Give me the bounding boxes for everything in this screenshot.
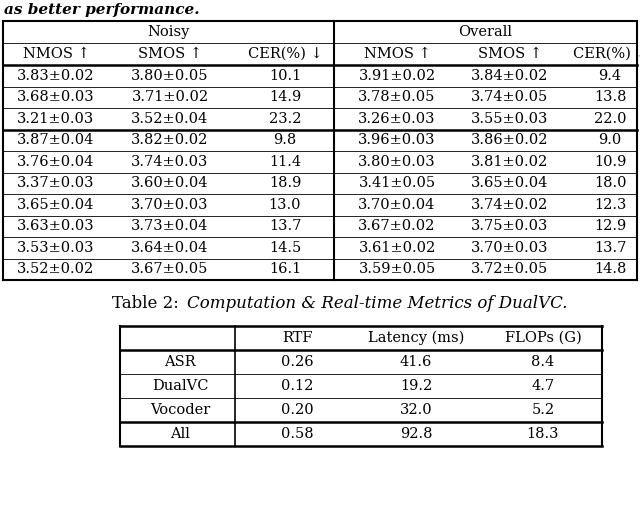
Text: 0.58: 0.58: [281, 427, 314, 441]
Text: 3.61±0.02: 3.61±0.02: [358, 241, 436, 255]
Text: 3.82±0.02: 3.82±0.02: [131, 133, 209, 147]
Text: as better performance.: as better performance.: [4, 3, 200, 17]
Text: NMOS ↑: NMOS ↑: [22, 47, 90, 61]
Text: 14.9: 14.9: [269, 90, 301, 104]
Text: 3.64±0.04: 3.64±0.04: [131, 241, 209, 255]
Text: ASR: ASR: [164, 355, 196, 369]
Text: 92.8: 92.8: [400, 427, 432, 441]
Text: All: All: [170, 427, 190, 441]
Text: RTF: RTF: [282, 331, 312, 345]
Text: SMOS ↑: SMOS ↑: [138, 47, 202, 61]
Text: SMOS ↑: SMOS ↑: [478, 47, 542, 61]
Text: 3.60±0.04: 3.60±0.04: [131, 176, 209, 190]
Text: 3.73±0.04: 3.73±0.04: [131, 219, 209, 233]
Text: 22.0: 22.0: [594, 112, 627, 126]
Text: 3.53±0.03: 3.53±0.03: [17, 241, 95, 255]
Text: 16.1: 16.1: [269, 262, 301, 276]
Text: DualVC: DualVC: [152, 379, 208, 393]
Text: 3.74±0.02: 3.74±0.02: [472, 198, 548, 212]
Text: 4.7: 4.7: [531, 379, 555, 393]
Text: 3.72±0.05: 3.72±0.05: [472, 262, 548, 276]
Text: 3.59±0.05: 3.59±0.05: [358, 262, 436, 276]
Text: 3.68±0.03: 3.68±0.03: [17, 90, 95, 104]
Text: 3.70±0.03: 3.70±0.03: [131, 198, 209, 212]
Text: 13.7: 13.7: [269, 219, 301, 233]
Text: 9.4: 9.4: [598, 69, 621, 83]
Text: 0.26: 0.26: [281, 355, 314, 369]
Text: 3.71±0.02: 3.71±0.02: [131, 90, 209, 104]
Text: Computation & Real-time Metrics of DualVC.: Computation & Real-time Metrics of DualV…: [187, 296, 568, 313]
Text: 18.3: 18.3: [527, 427, 559, 441]
Text: NMOS ↑: NMOS ↑: [364, 47, 431, 61]
Text: 32.0: 32.0: [400, 403, 432, 417]
Text: 9.0: 9.0: [598, 133, 621, 147]
Text: 18.9: 18.9: [269, 176, 301, 190]
Text: 10.1: 10.1: [269, 69, 301, 83]
Text: Noisy: Noisy: [147, 25, 189, 39]
Text: 8.4: 8.4: [531, 355, 555, 369]
Text: 3.80±0.03: 3.80±0.03: [358, 155, 436, 169]
Text: 3.37±0.03: 3.37±0.03: [17, 176, 95, 190]
Text: 3.65±0.04: 3.65±0.04: [17, 198, 95, 212]
Text: CER(%) ↓: CER(%) ↓: [573, 47, 640, 61]
Text: 14.8: 14.8: [594, 262, 626, 276]
Text: 3.96±0.03: 3.96±0.03: [358, 133, 436, 147]
Text: 3.84±0.02: 3.84±0.02: [471, 69, 548, 83]
Text: 13.0: 13.0: [269, 198, 301, 212]
Text: 14.5: 14.5: [269, 241, 301, 255]
Text: 0.12: 0.12: [281, 379, 313, 393]
Text: 3.67±0.05: 3.67±0.05: [131, 262, 209, 276]
Text: 9.8: 9.8: [273, 133, 296, 147]
Text: 3.91±0.02: 3.91±0.02: [358, 69, 436, 83]
Text: 3.74±0.03: 3.74±0.03: [131, 155, 209, 169]
Text: 12.9: 12.9: [594, 219, 626, 233]
Text: 41.6: 41.6: [400, 355, 432, 369]
Text: 23.2: 23.2: [269, 112, 301, 126]
Text: Latency (ms): Latency (ms): [368, 331, 464, 345]
Text: 3.74±0.05: 3.74±0.05: [472, 90, 548, 104]
Text: 11.4: 11.4: [269, 155, 301, 169]
Text: 3.21±0.03: 3.21±0.03: [17, 112, 95, 126]
Text: 3.81±0.02: 3.81±0.02: [472, 155, 548, 169]
Text: 3.55±0.03: 3.55±0.03: [471, 112, 548, 126]
Text: 18.0: 18.0: [594, 176, 627, 190]
Text: 12.3: 12.3: [594, 198, 626, 212]
Text: FLOPs (G): FLOPs (G): [504, 331, 581, 345]
Text: 3.86±0.02: 3.86±0.02: [471, 133, 548, 147]
Text: 10.9: 10.9: [594, 155, 626, 169]
Text: 0.20: 0.20: [281, 403, 314, 417]
Text: 3.52±0.04: 3.52±0.04: [131, 112, 209, 126]
Text: 3.26±0.03: 3.26±0.03: [358, 112, 436, 126]
Text: 3.83±0.02: 3.83±0.02: [17, 69, 95, 83]
Text: Table 2:: Table 2:: [112, 296, 184, 313]
Text: 13.7: 13.7: [594, 241, 626, 255]
Text: 3.41±0.05: 3.41±0.05: [358, 176, 436, 190]
Text: 19.2: 19.2: [400, 379, 432, 393]
Text: 3.87±0.04: 3.87±0.04: [17, 133, 95, 147]
Text: 3.76±0.04: 3.76±0.04: [17, 155, 95, 169]
Text: 3.70±0.04: 3.70±0.04: [358, 198, 436, 212]
Text: Vocoder: Vocoder: [150, 403, 210, 417]
Text: 3.52±0.02: 3.52±0.02: [17, 262, 95, 276]
Text: 13.8: 13.8: [594, 90, 627, 104]
Text: 3.75±0.03: 3.75±0.03: [471, 219, 548, 233]
Text: Overall: Overall: [458, 25, 513, 39]
Text: 3.65±0.04: 3.65±0.04: [471, 176, 548, 190]
Text: 3.67±0.02: 3.67±0.02: [358, 219, 436, 233]
Text: 3.78±0.05: 3.78±0.05: [358, 90, 436, 104]
Text: 5.2: 5.2: [531, 403, 555, 417]
Text: CER(%) ↓: CER(%) ↓: [248, 47, 323, 61]
Text: 3.80±0.05: 3.80±0.05: [131, 69, 209, 83]
Text: 3.70±0.03: 3.70±0.03: [471, 241, 548, 255]
Text: 3.63±0.03: 3.63±0.03: [17, 219, 95, 233]
